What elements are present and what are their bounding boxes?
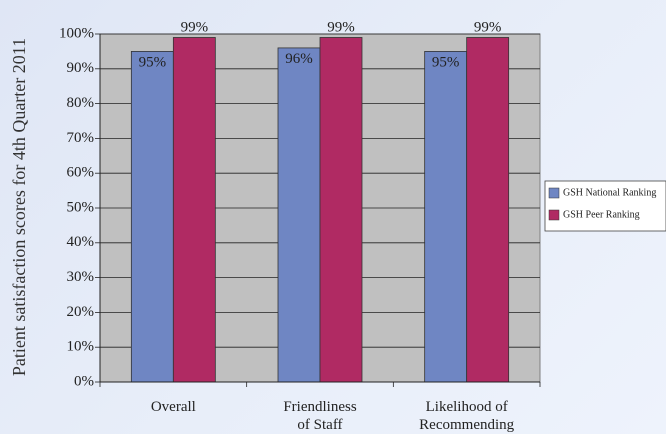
y-tick-label: 80% [67, 95, 95, 111]
y-tick-label: 0% [74, 373, 94, 389]
x-axis: Overall Friendliness of Staff Likelihood of… [99, 381, 541, 433]
bar-peer [172, 37, 216, 383]
bar-peer [466, 37, 510, 383]
bar-national [424, 51, 468, 383]
data-label: 95% [432, 54, 460, 70]
legend-swatch [548, 187, 560, 199]
x-tick-label: Overall [151, 399, 196, 415]
x-tick-label: Friendliness [283, 399, 356, 415]
x-tick-label: Recommending [419, 417, 514, 433]
legend-swatch [548, 209, 560, 221]
legend-box [544, 180, 666, 232]
data-label: 99% [474, 19, 502, 35]
y-tick-label: 70% [67, 130, 95, 146]
legend-label: GSH Peer Ranking [563, 209, 640, 220]
x-tick-label: Likelihood of [426, 399, 508, 415]
data-label: 99% [327, 19, 355, 35]
y-tick-label: 20% [67, 304, 95, 320]
y-tick-label: 60% [67, 165, 95, 181]
legend-label: GSH National Ranking [563, 187, 656, 198]
bar-national [277, 47, 321, 383]
y-tick-label: 10% [67, 339, 95, 355]
y-tick-label: 90% [67, 60, 95, 76]
data-label: 99% [181, 19, 209, 35]
bars [130, 37, 510, 383]
y-tick-label: 30% [67, 269, 95, 285]
data-label: 96% [285, 51, 313, 67]
y-tick-label: 40% [67, 234, 95, 250]
data-label: 95% [139, 54, 167, 70]
bar-peer [319, 37, 363, 383]
bar-national [130, 51, 174, 383]
y-axis-title: Patient satisfaction scores for 4th Quar… [9, 38, 29, 376]
y-tick-label: 50% [67, 199, 95, 215]
value-labels: 95% 99% 96% 99% 95% 99% [139, 19, 502, 70]
legend: GSH National Ranking GSH Peer Ranking [544, 180, 666, 232]
y-tick-label: 100% [59, 25, 94, 41]
x-tick-label: of Staff [297, 417, 342, 433]
y-axis: 0% 10% 20% 30% 40% 50% 60% 70% 80% 90% 100% [59, 25, 101, 389]
